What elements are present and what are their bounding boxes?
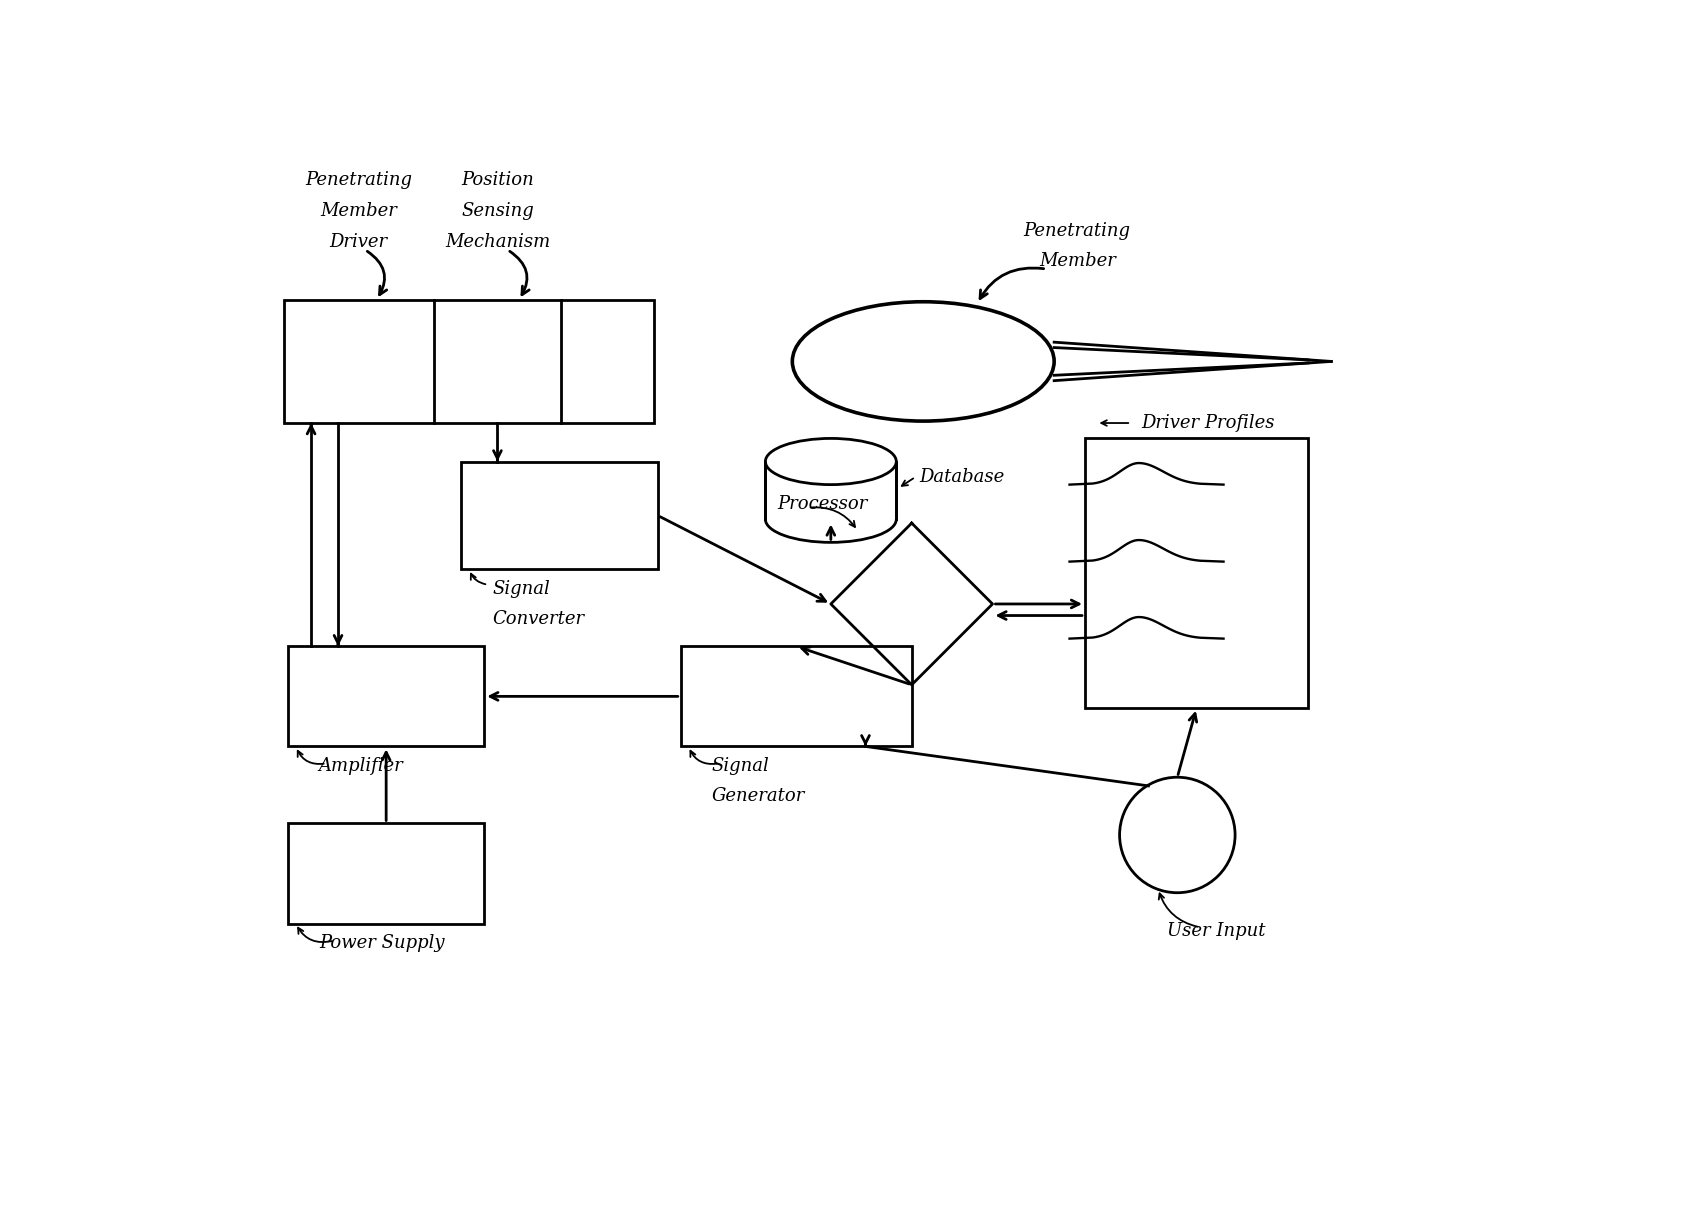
- Text: Member: Member: [320, 203, 398, 220]
- Text: Power Supply: Power Supply: [318, 933, 445, 952]
- Text: Database: Database: [920, 468, 1004, 486]
- Bar: [681, 646, 912, 747]
- Bar: [1085, 438, 1308, 707]
- Ellipse shape: [792, 302, 1055, 421]
- Bar: [288, 646, 484, 747]
- Text: Mechanism: Mechanism: [445, 233, 549, 251]
- Text: Member: Member: [1038, 252, 1115, 270]
- Ellipse shape: [765, 438, 896, 485]
- Text: Converter: Converter: [492, 610, 585, 629]
- Text: Sensing: Sensing: [462, 203, 534, 220]
- Text: Amplifier: Amplifier: [318, 756, 403, 775]
- Text: Generator: Generator: [711, 787, 805, 806]
- Text: Penetrating: Penetrating: [305, 172, 413, 189]
- Polygon shape: [831, 523, 992, 685]
- Text: Signal: Signal: [492, 580, 549, 598]
- Text: Signal: Signal: [711, 756, 770, 775]
- Bar: [462, 462, 657, 570]
- Text: Penetrating: Penetrating: [1024, 221, 1131, 239]
- Text: Position: Position: [462, 172, 534, 189]
- Bar: [285, 300, 654, 422]
- Text: Driver Profiles: Driver Profiles: [1141, 414, 1276, 432]
- Text: User Input: User Input: [1166, 922, 1265, 941]
- Bar: [765, 462, 896, 519]
- Circle shape: [1119, 777, 1235, 893]
- Bar: [288, 824, 484, 923]
- Text: Driver: Driver: [330, 233, 388, 251]
- Text: Processor: Processor: [777, 495, 868, 513]
